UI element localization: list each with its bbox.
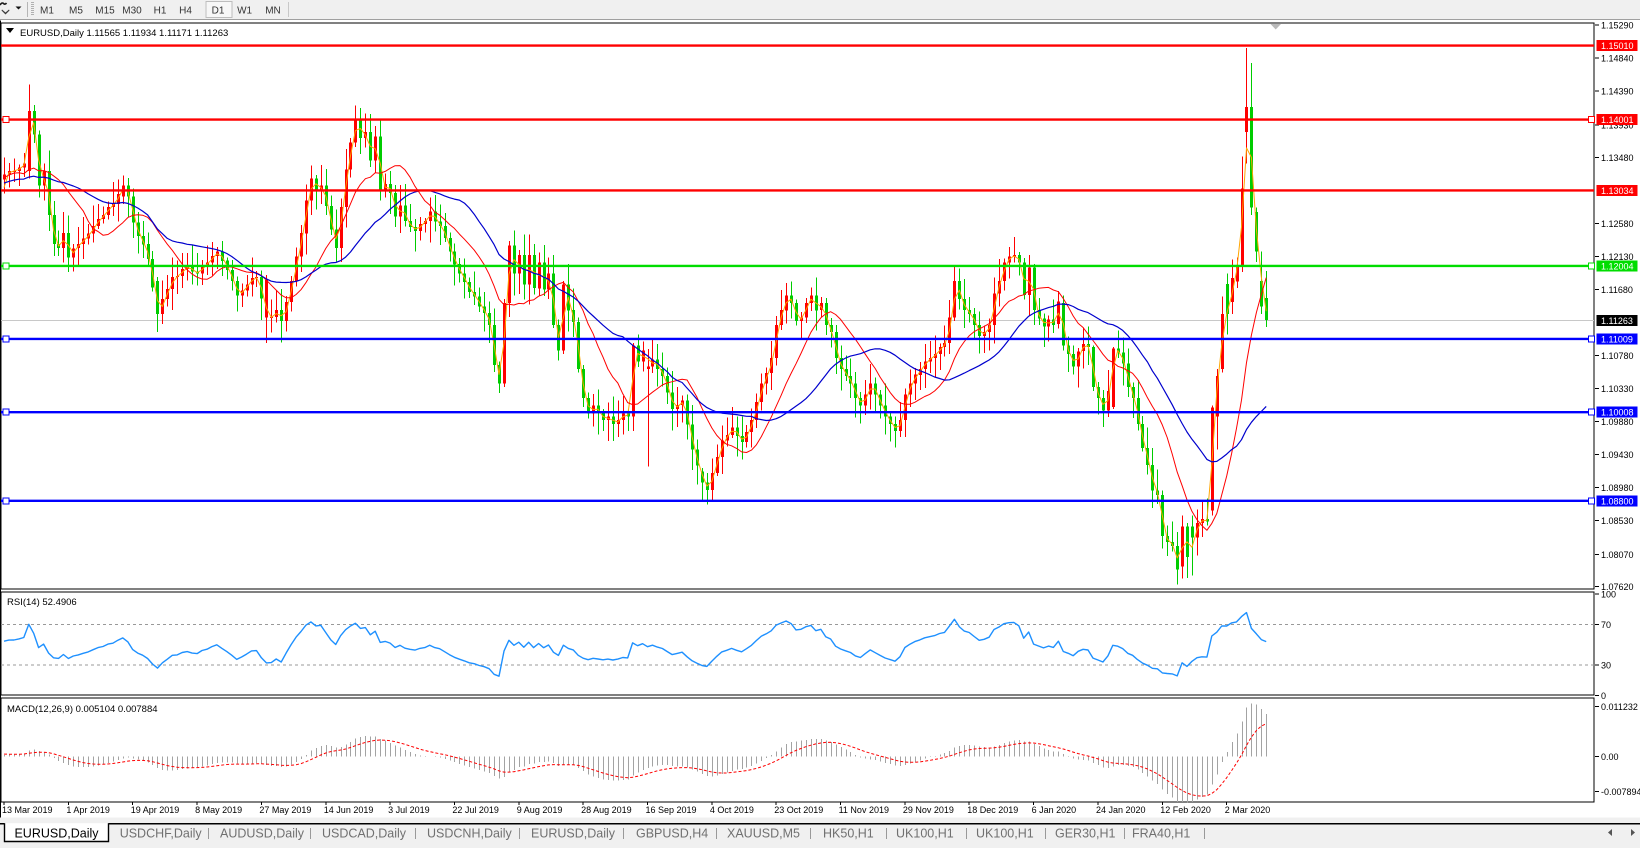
svg-text:GER30,H1: GER30,H1 [1055,827,1115,841]
svg-text:1.07620: 1.07620 [1601,582,1634,592]
svg-text:28 Aug 2019: 28 Aug 2019 [581,805,632,815]
svg-text:23 Oct 2019: 23 Oct 2019 [774,805,823,815]
svg-text:9 Aug 2019: 9 Aug 2019 [517,805,563,815]
svg-text:1.13034: 1.13034 [1601,186,1634,196]
svg-text:18 Dec 2019: 18 Dec 2019 [967,805,1018,815]
svg-text:EURUSD,Daily: EURUSD,Daily [531,827,616,841]
svg-text:30: 30 [1601,660,1611,670]
svg-text:0: 0 [1601,691,1606,701]
svg-text:1.08980: 1.08980 [1601,483,1634,493]
svg-text:14 Jun 2019: 14 Jun 2019 [324,805,374,815]
svg-text:USDCHF,Daily: USDCHF,Daily [120,827,203,841]
svg-text:12 Feb 2020: 12 Feb 2020 [1160,805,1211,815]
svg-text:1 Apr 2019: 1 Apr 2019 [66,805,110,815]
svg-text:USDCAD,Daily: USDCAD,Daily [322,827,407,841]
svg-text:M5: M5 [69,6,83,17]
svg-text:1.13930: 1.13930 [1601,120,1634,130]
svg-text:1.10008: 1.10008 [1601,408,1634,418]
svg-text:GBPUSD,H4: GBPUSD,H4 [636,827,708,841]
svg-text:1.08800: 1.08800 [1601,496,1634,506]
svg-text:M15: M15 [95,6,115,17]
svg-text:1.09880: 1.09880 [1601,417,1634,427]
svg-text:0.011232: 0.011232 [1601,702,1638,712]
svg-text:MACD(12,26,9) 0.005104 0.00788: MACD(12,26,9) 0.005104 0.007884 [7,704,158,715]
svg-text:1.11263: 1.11263 [1601,316,1633,326]
svg-text:1.12004: 1.12004 [1601,261,1634,271]
svg-text:19 Apr 2019: 19 Apr 2019 [131,805,180,815]
svg-text:13 Mar 2019: 13 Mar 2019 [2,805,53,815]
svg-text:70: 70 [1601,620,1611,630]
svg-text:1.14840: 1.14840 [1601,54,1634,64]
svg-text:8 May 2019: 8 May 2019 [195,805,242,815]
svg-text:1.11009: 1.11009 [1601,334,1633,344]
svg-text:M1: M1 [40,6,54,17]
svg-text:3 Jul 2019: 3 Jul 2019 [388,805,430,815]
svg-text:11 Nov 2019: 11 Nov 2019 [839,805,889,815]
svg-text:RSI(14) 52.4906: RSI(14) 52.4906 [7,597,77,608]
svg-text:-0.007894: -0.007894 [1601,787,1640,797]
svg-text:FRA40,H1: FRA40,H1 [1132,827,1190,841]
svg-text:H4: H4 [179,6,192,17]
svg-text:MN: MN [265,6,281,17]
svg-text:EURUSD,Daily: EURUSD,Daily [14,827,99,841]
svg-text:1.14001: 1.14001 [1601,115,1634,125]
svg-text:1.08070: 1.08070 [1601,550,1634,560]
svg-text:HK50,H1: HK50,H1 [823,827,874,841]
svg-text:W1: W1 [237,6,252,17]
svg-text:USDCNH,Daily: USDCNH,Daily [427,827,512,841]
svg-text:1.15010: 1.15010 [1601,41,1634,51]
svg-text:100: 100 [1601,590,1616,600]
svg-text:1.13480: 1.13480 [1601,153,1634,163]
svg-text:27 May 2019: 27 May 2019 [259,805,311,815]
svg-text:1.15290: 1.15290 [1601,21,1634,31]
svg-text:1.11680: 1.11680 [1601,285,1633,295]
svg-text:6 Jan 2020: 6 Jan 2020 [1032,805,1077,815]
svg-text:UK100,H1: UK100,H1 [976,827,1034,841]
svg-text:H1: H1 [154,6,167,17]
svg-text:4 Oct 2019: 4 Oct 2019 [710,805,754,815]
svg-text:EURUSD,Daily 1.11565 1.11934: EURUSD,Daily 1.11565 1.11934 1.11171 1.1… [20,28,228,39]
svg-text:AUDUSD,Daily: AUDUSD,Daily [220,827,305,841]
svg-text:1.08530: 1.08530 [1601,516,1634,526]
svg-text:1.09430: 1.09430 [1601,450,1634,460]
svg-text:0.00: 0.00 [1601,752,1619,762]
svg-text:1.10780: 1.10780 [1601,351,1634,361]
svg-text:M30: M30 [122,6,142,17]
svg-text:D1: D1 [212,6,225,17]
svg-text:1.12130: 1.12130 [1601,252,1634,262]
svg-text:22 Jul 2019: 22 Jul 2019 [452,805,499,815]
svg-text:1.14390: 1.14390 [1601,87,1634,97]
svg-text:2 Mar 2020: 2 Mar 2020 [1225,805,1271,815]
svg-text:24 Jan 2020: 24 Jan 2020 [1096,805,1146,815]
svg-text:XAUUSD,M5: XAUUSD,M5 [727,827,800,841]
svg-text:1.12580: 1.12580 [1601,219,1634,229]
svg-text:29 Nov 2019: 29 Nov 2019 [903,805,954,815]
svg-text:UK100,H1: UK100,H1 [896,827,954,841]
svg-text:1.10330: 1.10330 [1601,384,1634,394]
svg-text:16 Sep 2019: 16 Sep 2019 [646,805,697,815]
